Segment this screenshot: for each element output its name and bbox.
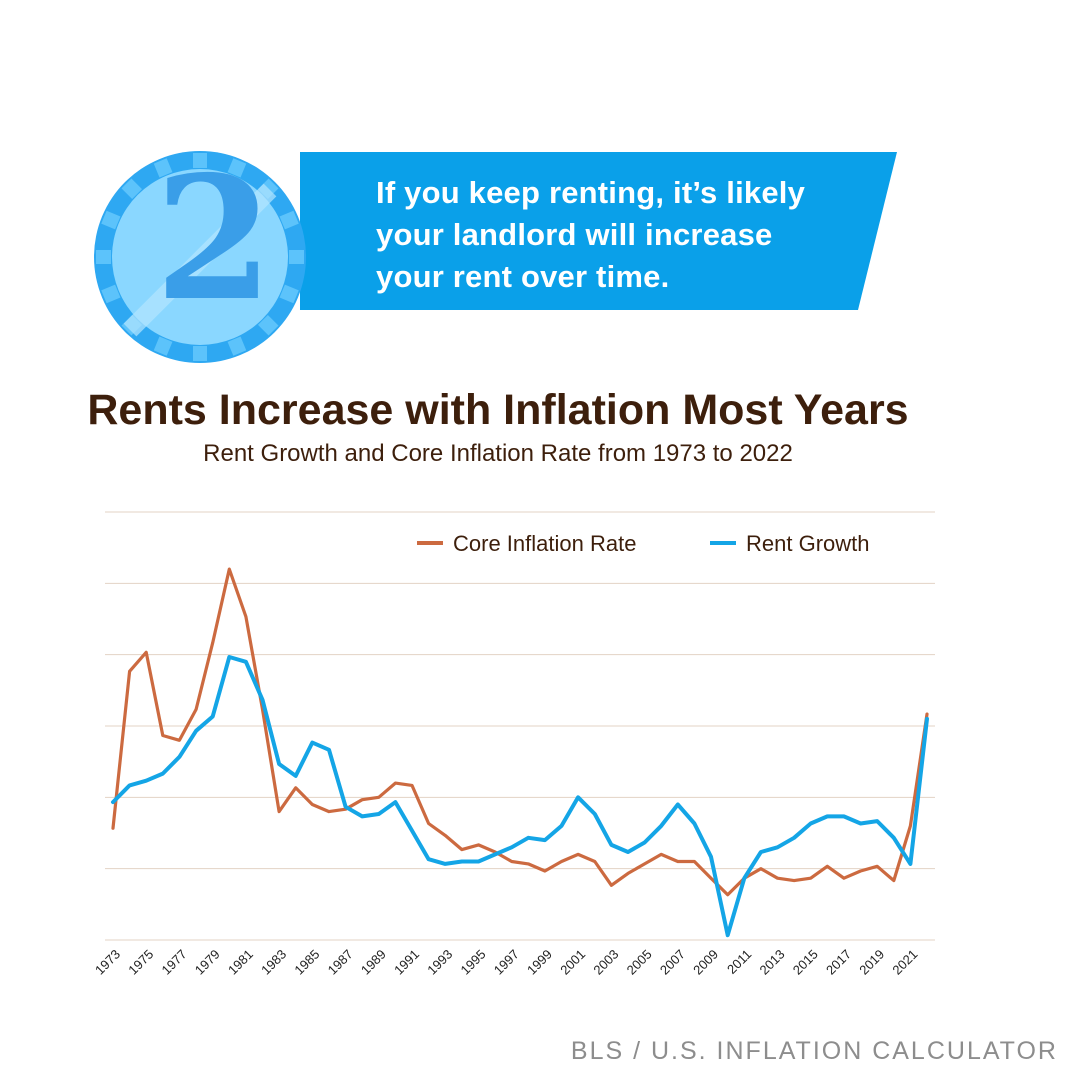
x-tick-label: 2003 bbox=[590, 947, 621, 978]
x-tick-label: 2011 bbox=[724, 947, 754, 977]
x-tick-label: 1977 bbox=[159, 947, 190, 978]
banner: 2 bbox=[94, 139, 897, 363]
x-tick-label: 2015 bbox=[790, 947, 821, 978]
x-tick-label: 2017 bbox=[823, 947, 854, 978]
x-axis-tick-labels: 1973 1975 1977 1979 1981 1983 1985 1987 1989 1991… bbox=[92, 947, 920, 978]
x-tick-label: 2019 bbox=[856, 947, 887, 978]
x-tick-label: 1989 bbox=[358, 947, 389, 978]
coin-sheen bbox=[123, 183, 277, 337]
coin-notches bbox=[96, 153, 304, 361]
x-tick-label: 2009 bbox=[690, 947, 721, 978]
banner-message: If you keep renting, it’s likely your la… bbox=[376, 172, 856, 298]
core-inflation-line bbox=[111, 567, 929, 897]
x-tick-label: 1999 bbox=[524, 947, 555, 978]
coin-notch bbox=[227, 336, 247, 356]
x-tick-label: 1995 bbox=[458, 947, 489, 978]
x-tick-label: 2013 bbox=[757, 947, 788, 978]
coin-notch bbox=[121, 178, 143, 200]
coin-notch bbox=[153, 158, 173, 178]
x-tick-label: 1997 bbox=[491, 947, 522, 978]
coin-notch bbox=[153, 336, 173, 356]
coin-notch bbox=[227, 158, 247, 178]
banner-ribbon bbox=[300, 152, 897, 310]
line-chart: Core Inflation Rate Rent Growth 1973 1975 1… bbox=[92, 511, 935, 978]
x-tick-label: 1973 bbox=[92, 947, 123, 978]
legend: Core Inflation Rate Rent Growth bbox=[417, 531, 870, 556]
x-tick-label: 1993 bbox=[424, 947, 455, 978]
x-tick-label: 1979 bbox=[192, 947, 223, 978]
x-tick-label: 1981 bbox=[225, 947, 256, 978]
x-tick-label: 1991 bbox=[391, 947, 422, 978]
x-tick-label: 2007 bbox=[657, 947, 688, 978]
coin-notch bbox=[101, 210, 121, 230]
legend-label: Core Inflation Rate bbox=[453, 531, 636, 556]
rent-growth-line bbox=[111, 655, 929, 938]
banner-message-line: If you keep renting, it’s likely bbox=[376, 175, 806, 210]
chart-subtitle: Rent Growth and Core Inflation Rate from… bbox=[203, 440, 793, 467]
x-tick-label: 1975 bbox=[125, 947, 156, 978]
x-tick-label: 1985 bbox=[291, 947, 322, 978]
coin-notch bbox=[101, 284, 121, 304]
chart-title: Rents Increase with Inflation Most Years bbox=[87, 386, 909, 434]
banner-message-line: your rent over time. bbox=[376, 259, 670, 294]
gridlines bbox=[105, 511, 935, 941]
legend-label: Rent Growth bbox=[746, 531, 870, 556]
step-number: 2 bbox=[155, 139, 273, 339]
x-tick-label: 1987 bbox=[325, 947, 356, 978]
x-tick-label: 2005 bbox=[624, 947, 655, 978]
x-tick-label: 2021 bbox=[889, 947, 920, 978]
source-credit: BLS / U.S. INFLATION CALCULATOR bbox=[570, 1037, 1058, 1065]
coin-notch bbox=[257, 314, 279, 336]
banner-message-line: your landlord will increase bbox=[376, 217, 773, 252]
coin-notch bbox=[279, 284, 299, 304]
series-lines bbox=[111, 567, 929, 938]
x-tick-label: 1983 bbox=[258, 947, 289, 978]
x-tick-label: 2001 bbox=[557, 947, 588, 978]
coin-notch bbox=[279, 210, 299, 230]
